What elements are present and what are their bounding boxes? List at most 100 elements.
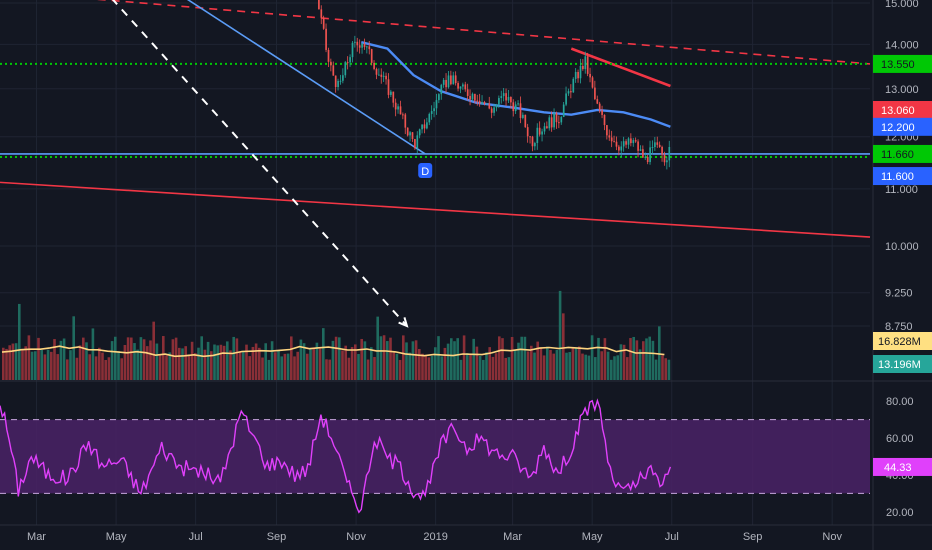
volume-bar [162,336,165,380]
volume-bar [347,357,351,380]
volume-bar [382,335,386,380]
volume-bar [635,340,639,380]
volume-bar [309,349,312,380]
candle-body [411,132,414,140]
volume-bar [469,354,472,380]
candle-body [522,114,524,118]
volume-bar [53,339,56,380]
candle-body [579,65,582,79]
volume-bar [456,338,459,380]
volume-bar [520,336,523,380]
volume-bar [478,355,482,380]
volume-bar [37,337,40,380]
time-axis-label: Sep [267,531,287,543]
rsi-axis-label: 60.00 [886,433,914,445]
candle-body [510,96,512,103]
candle-body [644,156,647,158]
volume-bar [459,359,463,380]
volume-bar [526,351,530,380]
volume-bar [552,353,555,380]
volume-bar [197,347,200,380]
volume-bar [494,353,498,380]
volume-bar [619,344,623,380]
volume-bar [219,344,223,380]
volume-bar [187,354,191,380]
volume-bar [315,342,319,380]
candle-body [601,110,603,115]
volume-bar [434,347,437,380]
volume-bar [392,352,395,380]
rsi-axis-label: 80.00 [886,396,914,408]
volume-bar [110,341,114,380]
volume-bar [312,347,315,380]
rsi-band-fill [0,419,870,494]
volume-bar [360,338,363,380]
volume-bar [30,351,34,380]
candle-body [325,28,327,50]
volume-bar [75,357,79,380]
candle-body [656,142,659,145]
candle-body [524,114,527,128]
volume-bar [216,345,219,380]
candle-body [495,104,498,108]
candle-body [349,57,351,63]
candle-body [632,140,635,144]
volume-bar [69,350,72,380]
volume-bar [514,349,517,380]
candle-body [373,62,375,69]
candle-body [570,91,572,93]
volume-bar [11,343,15,380]
volume-bar [293,356,296,380]
volume-bar [462,335,466,380]
candle-body [399,106,402,115]
volume-bar [658,326,661,380]
price-axis-label: 15.000 [885,0,919,10]
candle-body [334,75,337,88]
candle-body [481,102,483,104]
rsi-pane[interactable] [0,398,870,514]
candle-body [368,46,371,50]
candle-body [435,100,438,109]
volume-bar [146,346,149,380]
candle-body [630,138,632,144]
candle-body [567,91,570,94]
volume-bar [85,342,88,380]
volume-bar [530,345,533,380]
candle-body [483,102,486,104]
volume-bar [437,336,440,380]
candle-body [531,136,534,147]
volume-label-badge [873,332,932,350]
event-marker[interactable] [418,162,433,178]
candle-body [466,89,469,96]
candle-body [486,103,488,105]
volume-bar [466,353,469,380]
volume-bar [510,336,514,380]
candle-body [442,79,445,85]
candle-body [423,124,426,129]
candle-body [526,127,529,137]
candle-body [555,113,558,123]
price-pane[interactable]: D [0,0,871,328]
volume-bar [322,328,325,380]
candle-body [346,62,349,64]
volume-bar [584,354,587,380]
volume-bar [27,335,31,380]
arrow-head [398,317,409,328]
candle-body [558,122,560,124]
volume-bar [21,348,24,380]
volume-bar [229,350,232,380]
volume-bar [533,352,536,380]
candle-body [591,77,594,88]
volume-label-text: 16.828M [878,336,921,348]
volume-bar [107,357,111,380]
candle-body [493,107,495,113]
volume-bar [571,347,575,380]
volume-bar [181,348,184,380]
candle-body [440,84,443,95]
candle-body [387,79,390,95]
volume-bar [667,359,671,380]
volume-bar [427,357,431,380]
volume-bar [168,352,171,380]
candle-body [661,146,663,155]
